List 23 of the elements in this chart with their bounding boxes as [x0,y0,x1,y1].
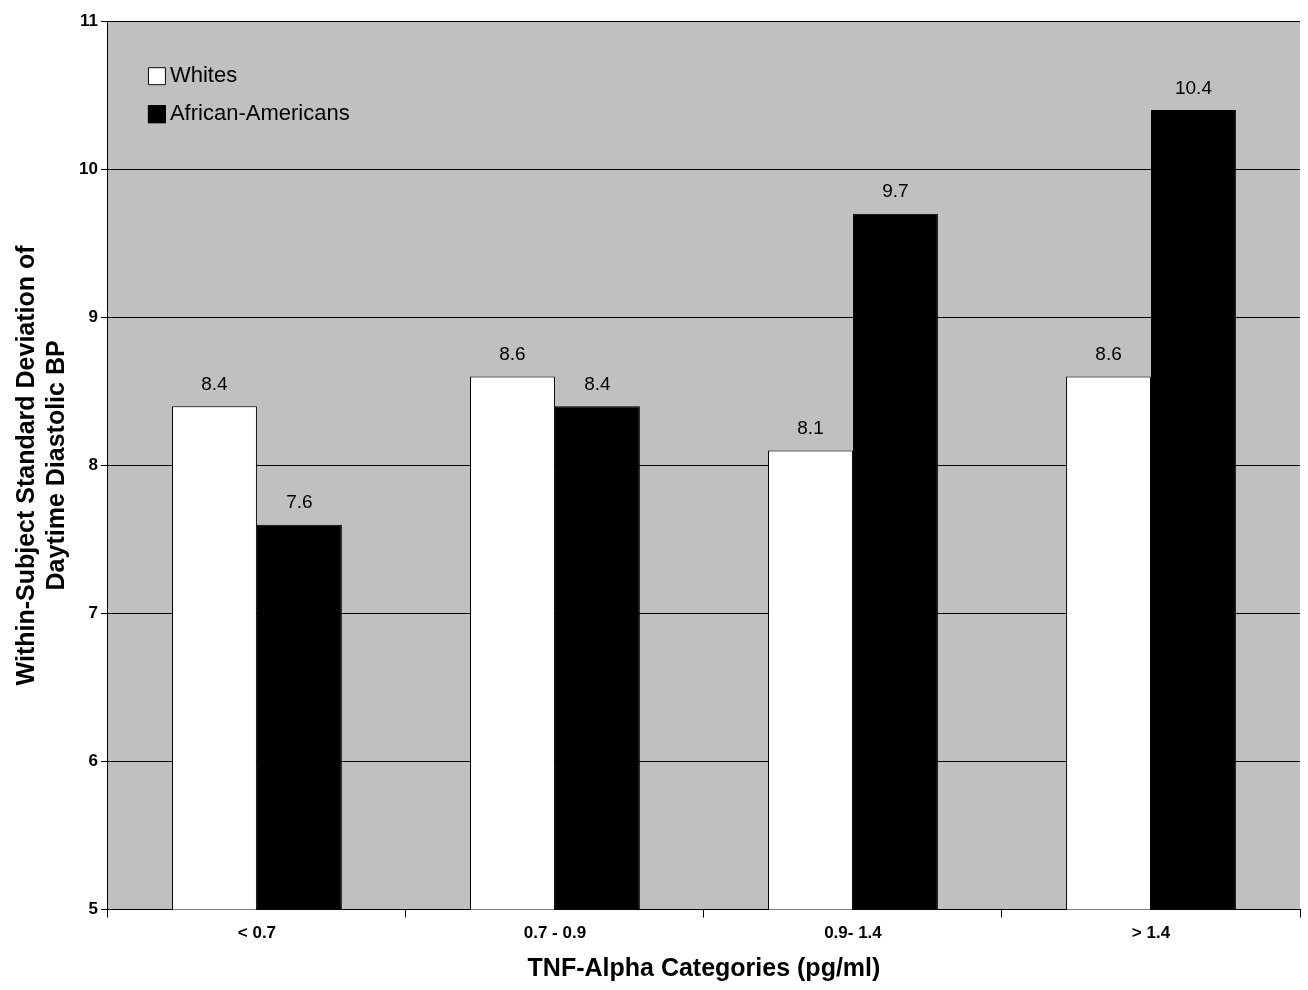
data-label: 8.4 [584,372,612,394]
data-label: 8.1 [797,417,824,439]
data-label: 8.6 [1095,343,1122,365]
y-tick-label: 6 [88,751,98,771]
x-axis-title: TNF-Alpha Categories (pg/ml) [527,952,881,981]
y-axis-title: Within-Subject Standard Deviation of Daytime Diastolic BP [10,244,69,686]
data-label: 8.4 [201,372,229,394]
x-tick-label: < 0.7 [237,923,277,943]
legend-label: African-Americans [169,100,350,126]
data-label: 9.7 [882,180,909,202]
legend-label: Whites [169,62,238,88]
x-tick-label: 0.9- 1.4 [824,923,883,943]
data-label: 7.6 [286,491,313,513]
data-label: 10.4 [1174,76,1213,98]
y-tick-label: 10 [78,158,98,178]
y-tick-label: 5 [88,899,98,919]
y-tick-label: 11 [79,10,98,30]
y-tick-label: 9 [88,307,98,327]
y-tick-label: 8 [88,455,98,475]
y-tick-label: 7 [88,603,98,623]
x-tick-label: > 1.4 [1131,923,1171,943]
x-tick-label: 0.7 - 0.9 [523,923,587,943]
data-label: 8.6 [499,343,526,365]
